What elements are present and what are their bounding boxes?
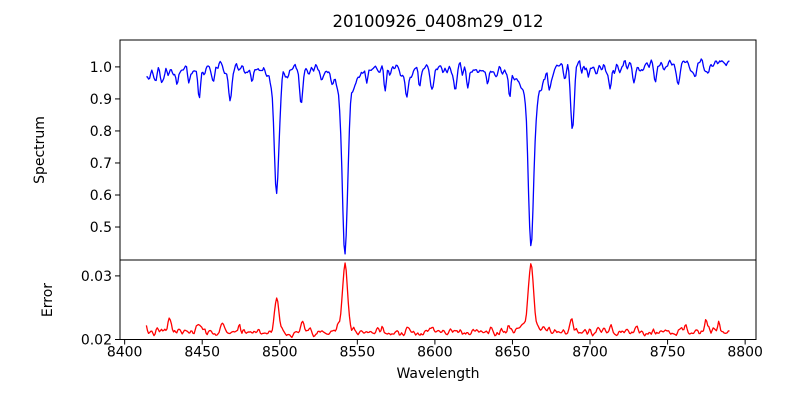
x-tick-label: 8400 xyxy=(107,345,143,361)
spectrum-y-tick-label: 0.5 xyxy=(90,220,112,236)
x-axis-label: Wavelength xyxy=(396,366,479,382)
error-axes-frame xyxy=(119,259,757,340)
spectrum-series-line xyxy=(146,58,730,255)
x-tick-label: 8450 xyxy=(184,345,220,361)
spectrum-y-tick-label: 0.7 xyxy=(90,156,112,172)
x-tick-label: 8600 xyxy=(417,345,453,361)
y-axis-label-error: Error xyxy=(40,283,56,317)
spectrum-y-tick-label: 0.6 xyxy=(90,188,112,204)
plot-title: 20100926_0408m29_012 xyxy=(332,12,543,32)
x-tick-label: 8700 xyxy=(572,345,608,361)
spectrum-y-tick-label: 0.8 xyxy=(90,124,112,140)
x-tick-label: 8550 xyxy=(340,345,376,361)
error-series-line xyxy=(145,262,730,339)
spectrum-y-tick-label: 0.9 xyxy=(90,92,112,108)
error-y-tick-label: 0.02 xyxy=(81,333,112,349)
y-axis-label-spectrum: Spectrum xyxy=(32,116,48,184)
spectrum-y-tick-label: 1.0 xyxy=(90,60,112,76)
error-y-tick-label: 0.03 xyxy=(81,269,112,285)
x-tick-label: 8500 xyxy=(262,345,298,361)
x-tick-label: 8650 xyxy=(495,345,531,361)
x-tick-label: 8800 xyxy=(727,345,763,361)
x-tick-label: 8750 xyxy=(650,345,686,361)
